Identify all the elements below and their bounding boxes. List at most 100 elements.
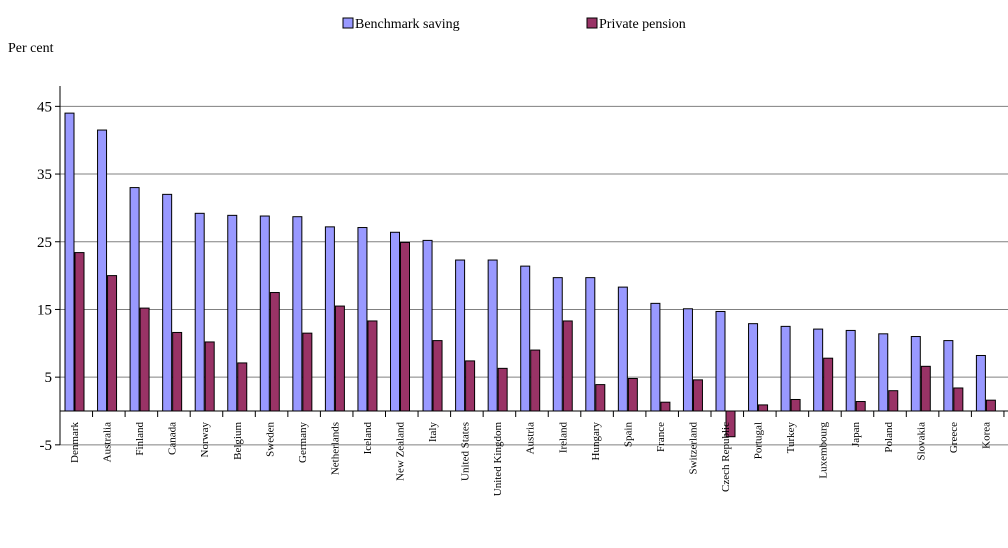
y-tick-label: -5 (40, 438, 53, 454)
bar-private-pension (660, 401, 671, 412)
y-tick-label: 5 (45, 370, 53, 386)
bar-benchmark-saving (780, 325, 791, 412)
y-tick-label: 45 (37, 99, 52, 115)
bar-private-pension (920, 365, 931, 412)
bar-benchmark-saving (748, 323, 759, 412)
bar-private-pension (269, 292, 280, 412)
bar-private-pension (465, 360, 476, 412)
category-label: Iceland (362, 422, 374, 455)
bar-benchmark-saving (520, 265, 531, 412)
bar-benchmark-saving (324, 226, 335, 412)
bar-benchmark-saving (910, 336, 921, 412)
category-label: Japan (850, 422, 862, 448)
bar-private-pension (334, 305, 345, 412)
axes (59, 86, 1008, 445)
bar-private-pension (74, 252, 85, 412)
bar-benchmark-saving (390, 231, 400, 412)
category-label: Netherlands (329, 422, 341, 475)
legend-label-private-pension: Private pension (599, 17, 686, 32)
category-label: Greece (948, 422, 960, 453)
bar-private-pension (627, 378, 638, 412)
bar-benchmark-saving (64, 112, 75, 412)
bar-benchmark-saving (682, 308, 693, 412)
bars (64, 112, 996, 438)
bar-benchmark-saving (292, 216, 303, 412)
category-label: Hungary (590, 422, 602, 461)
bar-benchmark-saving (552, 277, 563, 412)
category-label: Norway (199, 422, 211, 458)
bar-private-pension (204, 341, 215, 412)
bar-benchmark-saving (227, 214, 238, 412)
bar-private-pension (367, 320, 378, 412)
bar-private-pension (497, 367, 508, 412)
category-label: Finland (134, 422, 146, 456)
category-labels: Denmark Australia Finland Canada Norway Belgi… (69, 422, 992, 497)
legend-label-benchmark-saving: Benchmark saving (355, 17, 460, 32)
y-tick-labels: -5 5 15 25 35 45 (37, 99, 52, 454)
bar-benchmark-saving (487, 259, 498, 412)
bar-private-pension (953, 387, 964, 412)
category-label: Poland (883, 422, 895, 453)
bar-private-pension (400, 241, 410, 412)
bar-benchmark-saving (617, 286, 628, 412)
bar-benchmark-saving (97, 129, 108, 412)
bar-private-pension (107, 275, 118, 412)
bar-benchmark-saving (975, 354, 986, 412)
category-label: Korea (980, 422, 992, 449)
category-label: Austria (525, 422, 537, 455)
bar-benchmark-saving (650, 302, 661, 412)
category-label: Luxembourg (818, 422, 830, 479)
category-label: United States (460, 422, 472, 481)
bar-private-pension (758, 404, 769, 412)
bar-private-pension (530, 349, 541, 412)
bar-private-pension (302, 332, 313, 412)
y-tick-label: 25 (37, 235, 52, 251)
bar-private-pension (823, 357, 834, 412)
bar-private-pension (888, 390, 899, 412)
bar-benchmark-saving (259, 215, 270, 412)
bar-private-pension (172, 331, 183, 412)
bar-private-pension (855, 401, 866, 412)
bar-benchmark-saving (878, 333, 889, 412)
bar-private-pension (985, 399, 996, 412)
bar-benchmark-saving (943, 340, 954, 412)
bar-benchmark-saving (455, 259, 466, 412)
bar-private-pension (237, 362, 248, 412)
y-axis-label: Per cent (8, 41, 54, 56)
category-label: Canada (167, 422, 179, 455)
bar-private-pension (562, 320, 573, 412)
bar-benchmark-saving (357, 227, 368, 412)
bar-benchmark-saving (194, 212, 205, 412)
bar-benchmark-saving (813, 328, 824, 412)
category-label: United Kingdom (492, 422, 504, 497)
category-label: Germany (297, 422, 309, 463)
bar-private-pension (692, 379, 703, 412)
category-label: Belgium (232, 422, 244, 460)
y-tick-label: 35 (37, 167, 52, 183)
bar-private-pension (595, 384, 606, 412)
category-label: Portugal (753, 422, 765, 459)
category-label: Spain (622, 422, 634, 448)
bar-benchmark-saving (422, 239, 433, 412)
category-label: Turkey (785, 422, 797, 454)
bar-benchmark-saving (715, 310, 726, 412)
category-label: Switzerland (687, 422, 699, 475)
category-label: New Zealand (395, 422, 407, 481)
category-label: Slovakia (915, 422, 927, 461)
legend-swatch-benchmark-saving (342, 17, 354, 29)
category-label: Ireland (557, 422, 569, 454)
category-label: France (655, 422, 667, 452)
bar-private-pension (790, 398, 801, 412)
bar-benchmark-saving (129, 187, 140, 412)
category-label: Sweden (264, 422, 276, 457)
legend-swatch-private-pension (586, 17, 598, 29)
legend: Benchmark saving Private pension (342, 17, 686, 32)
category-label: Italy (427, 422, 439, 443)
category-label: Czech Republic (720, 422, 732, 492)
bar-benchmark-saving (162, 193, 173, 412)
y-tick-label: 15 (37, 302, 52, 318)
bar-benchmark-saving (845, 329, 856, 412)
bar-private-pension (432, 340, 443, 412)
bar-private-pension (139, 307, 150, 412)
